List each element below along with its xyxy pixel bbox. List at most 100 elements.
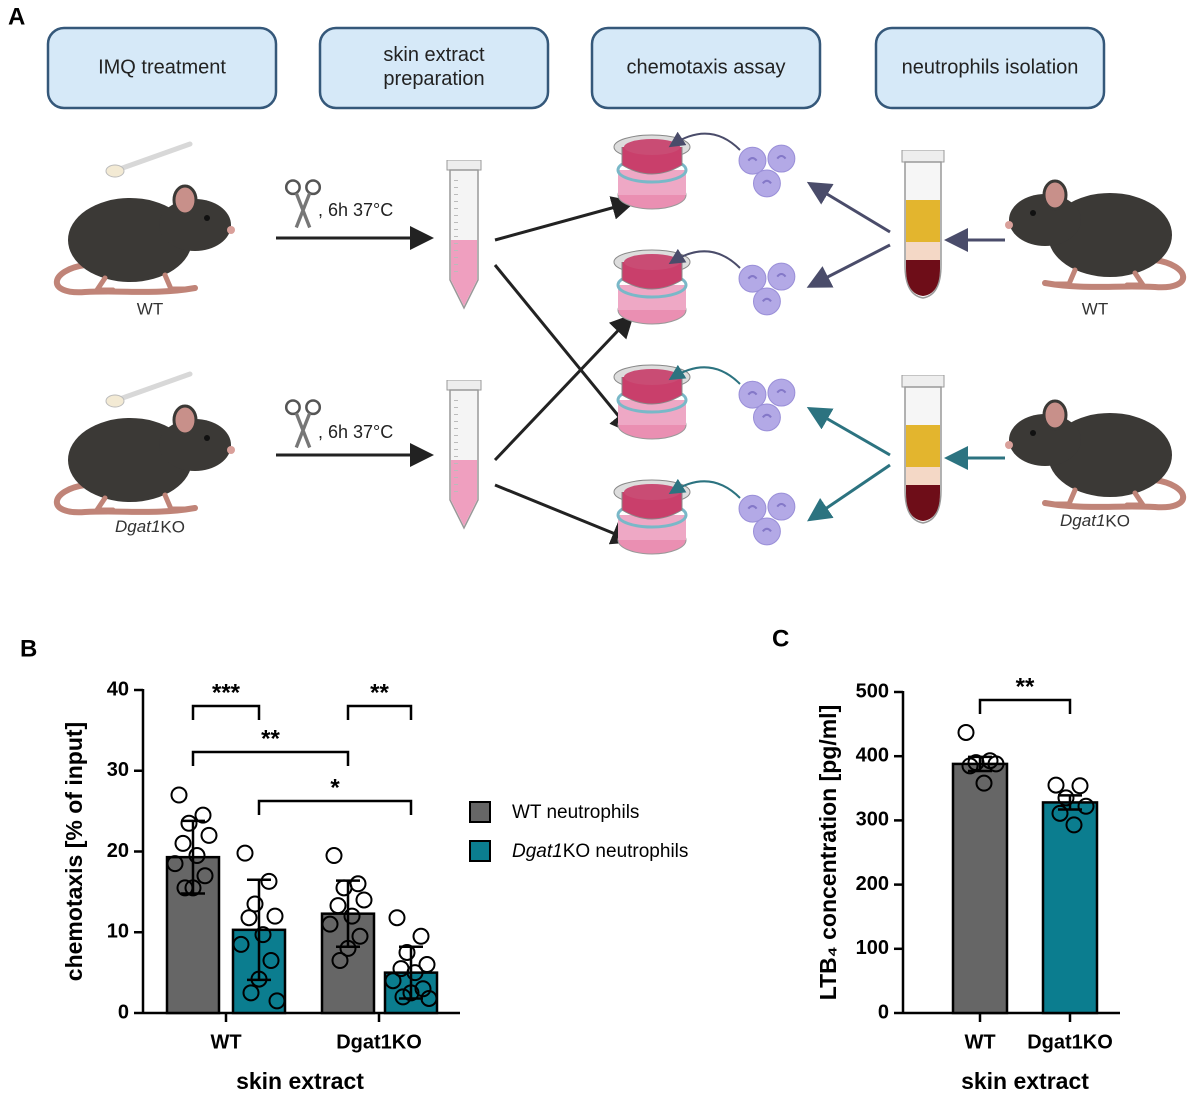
data-point	[412, 927, 430, 945]
transwell	[612, 478, 692, 556]
mouse-label: WT	[137, 299, 163, 318]
arrows	[493, 196, 636, 545]
mouse-label: Dgat1KO	[115, 517, 185, 536]
shape	[493, 313, 635, 462]
y-tick-label: 30	[107, 759, 129, 781]
data-point	[321, 915, 339, 933]
data-point	[351, 927, 369, 945]
y-tick-label: 20	[107, 840, 129, 862]
panel-label: A	[8, 3, 25, 30]
data-point	[1051, 804, 1069, 822]
neutrophils	[738, 262, 796, 316]
significance-bracket	[191, 750, 350, 766]
y-tick-label: 300	[856, 809, 889, 831]
data-point	[254, 926, 272, 944]
data-point	[343, 907, 361, 925]
blood-tube	[901, 150, 945, 299]
error-bar	[1058, 794, 1082, 811]
curved-arrows	[668, 131, 741, 499]
data-point	[180, 814, 198, 832]
data-point	[388, 909, 406, 927]
bar	[1041, 801, 1099, 1015]
neutrophils	[738, 144, 796, 198]
x-tick-label: Dgat1KO	[1027, 1031, 1113, 1053]
shape	[807, 463, 891, 522]
data-point	[329, 897, 347, 915]
transwell	[612, 133, 692, 211]
step-box	[874, 26, 1106, 110]
y-tick-label: 0	[118, 1001, 129, 1023]
data-point	[166, 855, 184, 873]
y-axis-label: LTB₄ concentration [pg/ml]	[815, 705, 841, 1000]
error-bar	[181, 819, 205, 895]
step-label: IMQ treatment	[98, 56, 226, 78]
data-point	[266, 907, 284, 925]
significance-label: ***	[212, 679, 241, 706]
tube	[445, 380, 483, 530]
data-point	[1071, 777, 1089, 795]
data-point	[196, 867, 214, 885]
shape	[493, 264, 634, 435]
data-point	[406, 964, 424, 982]
data-point	[240, 909, 258, 927]
incubation-label: , 6h 37°C	[318, 200, 393, 220]
data-point	[1065, 816, 1083, 834]
data-point	[957, 723, 975, 741]
x-tick-label: Dgat1KO	[336, 1031, 422, 1053]
mirrored-mice	[1005, 181, 1183, 507]
data-point	[268, 992, 286, 1010]
legend-swatch	[469, 840, 491, 862]
scissors	[284, 178, 322, 230]
shape	[668, 364, 741, 385]
x-tick-label: WT	[210, 1031, 241, 1053]
shape	[668, 478, 741, 499]
shape	[1005, 401, 1183, 507]
data-point	[1047, 776, 1065, 794]
data-point	[194, 806, 212, 824]
step-box	[46, 26, 278, 110]
neutrophils	[738, 492, 796, 546]
significance-label: **	[261, 725, 280, 752]
mouse	[57, 406, 235, 512]
data-point	[398, 943, 416, 961]
mouse-label: Dgat1KO	[1060, 511, 1130, 530]
data-point	[1077, 797, 1095, 815]
step-box	[318, 26, 550, 110]
data-point	[174, 834, 192, 852]
shape	[494, 196, 636, 242]
y-tick-label: 10	[107, 921, 129, 943]
mouse-label: WT	[1082, 299, 1108, 318]
y-tick-label: 40	[107, 678, 129, 700]
isolation-arrows	[806, 181, 1005, 522]
data-point	[232, 935, 250, 953]
x-axis-label: skin extract	[961, 1068, 1089, 1094]
data-point	[339, 939, 357, 957]
scissors	[284, 398, 322, 450]
data-point	[262, 952, 280, 970]
panel-label: C	[772, 625, 789, 652]
shape	[668, 248, 741, 269]
data-point	[188, 847, 206, 865]
data-point	[176, 879, 194, 897]
data-point	[414, 980, 432, 998]
blood-tube	[901, 375, 945, 524]
y-axis-label: chemotaxis [% of input]	[61, 722, 87, 981]
data-point	[260, 872, 278, 890]
data-point	[420, 989, 438, 1007]
swab	[106, 374, 190, 407]
y-tick-label: 500	[856, 680, 889, 702]
data-point	[184, 879, 202, 897]
significance-label: *	[330, 774, 340, 801]
shape	[668, 131, 741, 151]
step-label: neutrophils isolation	[902, 56, 1079, 78]
data-point	[394, 988, 412, 1006]
data-point	[325, 847, 343, 865]
legend-swatch	[469, 801, 491, 823]
panel-label: B	[20, 635, 37, 662]
shape	[806, 181, 891, 234]
x-axis-label: skin extract	[236, 1068, 364, 1094]
transwell	[612, 363, 692, 441]
data-point	[170, 786, 188, 804]
mouse	[57, 186, 235, 292]
